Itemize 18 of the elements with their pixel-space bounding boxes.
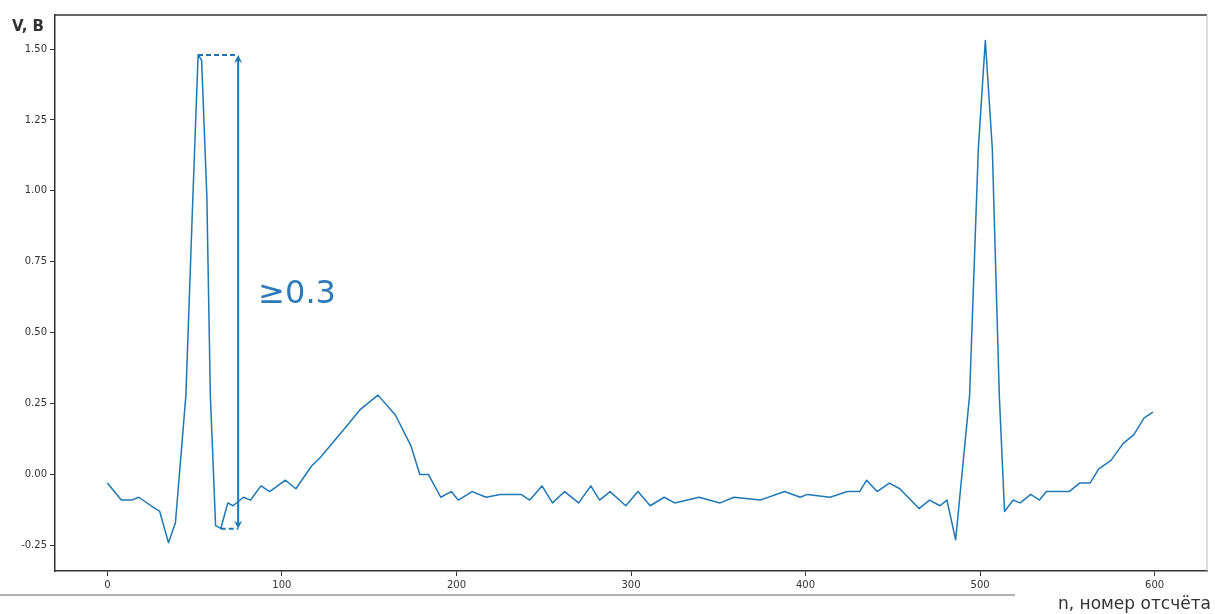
annotation: ≥0.3	[258, 271, 336, 312]
x-tick-label: 300	[621, 578, 641, 590]
x-tick-label: 500	[970, 578, 990, 590]
x-tick-label: 0	[104, 578, 111, 590]
y-tick-label: 1.50	[24, 42, 47, 54]
y-tick-label: 0.25	[24, 397, 47, 409]
y-tick-label: 0.50	[24, 326, 47, 338]
y-tick-label: 1.25	[24, 113, 47, 125]
x-axis-title: n, номер отсчёта	[1057, 592, 1211, 613]
x-tick-label: 400	[796, 578, 816, 590]
y-tick-label: 0.00	[24, 468, 47, 480]
y-tick-label: 0.75	[24, 255, 47, 267]
x-tick-label: 200	[446, 578, 466, 590]
x-tick-label: 100	[272, 578, 292, 590]
y-tick-label: -0.25	[21, 539, 47, 551]
x-tick-label: 600	[1145, 578, 1165, 590]
y-tick-label: 1.00	[24, 184, 47, 196]
y-axis-title: V, В	[12, 17, 45, 36]
